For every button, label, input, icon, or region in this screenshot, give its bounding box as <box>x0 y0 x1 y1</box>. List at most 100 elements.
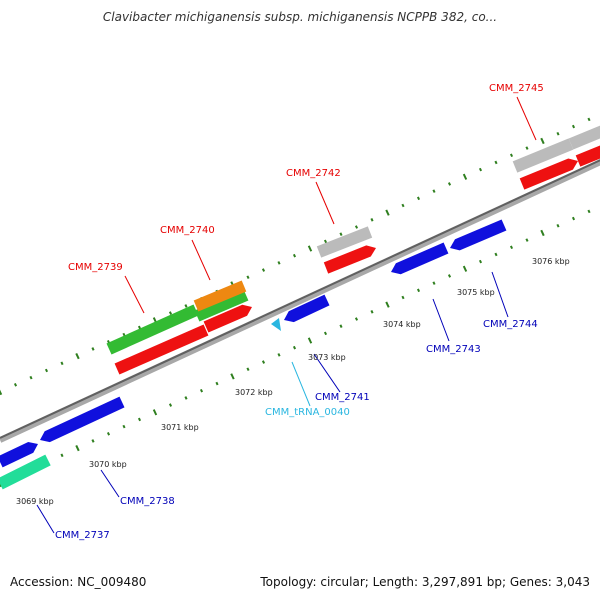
tick-mark <box>323 239 328 244</box>
tick-mark <box>339 232 343 236</box>
tick-mark <box>571 216 576 221</box>
gene-arrow-cmm-2739-green[interactable] <box>106 304 199 355</box>
tick-mark <box>75 352 80 360</box>
tick-mark <box>462 265 468 272</box>
gene-arrow-cmm-2742[interactable] <box>323 245 376 274</box>
gene-features <box>0 125 600 490</box>
gene-arrow-cmm-2740-green[interactable] <box>194 289 249 322</box>
tick-mark <box>292 253 297 258</box>
leader-line-cmm-2741 <box>313 353 341 393</box>
tick-mark <box>307 337 313 344</box>
tick-mark <box>462 173 468 180</box>
gene-label[interactable]: CMM_2745 <box>489 83 544 94</box>
gene-label[interactable]: CMM_tRNA_0040 <box>265 407 350 418</box>
tick-mark <box>556 131 560 136</box>
tick-mark <box>292 345 297 350</box>
tick-mark <box>199 388 204 393</box>
tick-mark <box>385 301 390 308</box>
backbone-line-highlight <box>0 159 600 439</box>
tick-mark <box>60 361 64 366</box>
gene-arrow-cmm-2737[interactable] <box>0 454 51 490</box>
leader-line-cmm-2742 <box>315 181 335 225</box>
gene-arrow-cmm-2745-gray[interactable] <box>512 138 574 173</box>
tick-mark <box>540 229 545 237</box>
tick-mark <box>246 275 250 280</box>
tick-marks <box>0 117 591 488</box>
gene-label[interactable]: CMM_2744 <box>483 319 538 330</box>
tick-mark <box>277 353 281 357</box>
tick-mark <box>385 209 390 216</box>
tick-mark <box>307 245 313 252</box>
gene-label[interactable]: CMM_2743 <box>426 344 481 355</box>
gene-arrow-cmm-2742-gray[interactable] <box>316 226 373 258</box>
scale-label: 3075 kbp <box>457 288 495 297</box>
tick-mark <box>401 203 405 208</box>
scale-label: 3072 kbp <box>235 388 273 397</box>
tick-mark <box>44 368 49 373</box>
gene-label[interactable]: CMM_2738 <box>120 496 175 507</box>
tick-mark <box>152 409 158 416</box>
tick-mark <box>556 223 560 228</box>
leader-line-cmm-2739 <box>124 275 145 314</box>
gene-arrow-cmm-2737-neighbor[interactable] <box>0 442 38 468</box>
scale-label: 3073 kbp <box>308 353 346 362</box>
tick-mark <box>354 317 359 321</box>
gene-arrow-cmm-2738[interactable] <box>40 396 125 443</box>
leader-line-cmm-2744 <box>491 271 509 318</box>
tick-mark <box>91 439 95 443</box>
tick-mark <box>184 304 188 308</box>
tick-mark <box>478 259 483 264</box>
tick-mark <box>261 268 266 272</box>
gene-label[interactable]: CMM_2737 <box>55 530 110 541</box>
tick-mark <box>525 238 529 242</box>
tick-mark <box>277 261 281 265</box>
tick-mark <box>184 396 188 400</box>
leader-line-cmm-trna-0040 <box>291 361 311 407</box>
summary-text: Topology: circular; Length: 3,297,891 bp… <box>260 575 590 589</box>
gene-arrow-cmm-2745-gray-continued[interactable] <box>568 125 600 150</box>
tick-mark <box>122 424 126 429</box>
label-leaders <box>36 96 537 534</box>
tick-mark <box>587 117 591 122</box>
tick-mark <box>370 218 374 222</box>
tick-mark <box>91 347 95 351</box>
gene-arrow-cmm-2743[interactable] <box>391 242 449 275</box>
gene-label[interactable]: CMM_2739 <box>68 262 123 273</box>
tick-mark <box>401 295 405 300</box>
tick-mark <box>478 167 483 172</box>
tick-mark <box>509 153 514 158</box>
tick-mark <box>416 288 421 293</box>
map-title: Clavibacter michiganensis subsp. michiga… <box>102 10 498 24</box>
scale-label: 3070 kbp <box>89 460 127 469</box>
tick-mark <box>13 383 18 387</box>
gene-arrow-cmm-2740-orange[interactable] <box>193 280 247 312</box>
tick-mark <box>75 444 80 452</box>
leader-line-cmm-2740 <box>191 239 211 281</box>
tick-mark <box>29 375 33 380</box>
gene-arrow-cmm-2745-continued[interactable] <box>575 144 600 167</box>
gene-label[interactable]: CMM_2740 <box>160 225 215 236</box>
tick-mark <box>339 324 343 328</box>
tick-mark <box>60 453 64 458</box>
tick-mark <box>370 310 374 314</box>
tick-mark <box>137 325 142 330</box>
gene-label[interactable]: CMM_2741 <box>315 392 370 403</box>
accession-text: Accession: NC_009480 <box>10 575 147 589</box>
gene-arrow-cmm-2741[interactable] <box>284 294 330 323</box>
trna-marker-cmm-trna-0040[interactable] <box>271 318 281 331</box>
scale-label: 3076 kbp <box>532 257 570 266</box>
gene-arrow-cmm-2740[interactable] <box>203 304 252 333</box>
gene-label[interactable]: CMM_2742 <box>286 168 341 179</box>
tick-mark <box>416 196 421 201</box>
tick-mark <box>106 432 111 436</box>
gene-arrow-cmm-2744[interactable] <box>450 219 507 251</box>
gene-arrow-cmm-2745[interactable] <box>519 158 578 190</box>
tick-mark <box>246 367 250 372</box>
tick-mark <box>215 381 219 386</box>
gene-arrow-cmm-2739[interactable] <box>114 324 209 375</box>
scale-label: 3069 kbp <box>16 497 54 506</box>
tick-mark <box>540 137 545 145</box>
tick-mark <box>230 373 235 380</box>
tick-mark <box>447 274 452 278</box>
